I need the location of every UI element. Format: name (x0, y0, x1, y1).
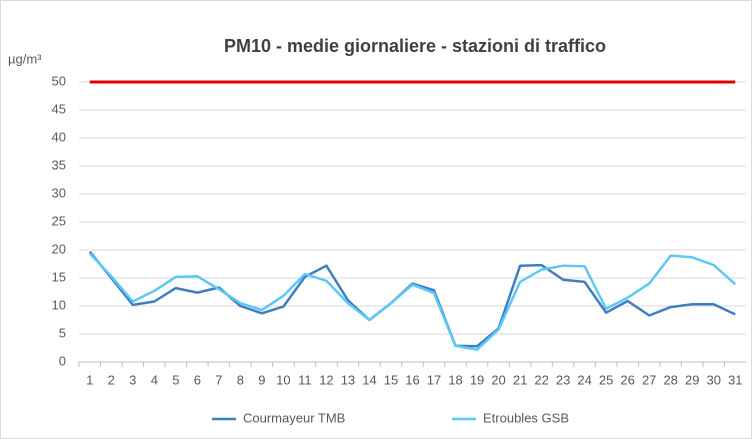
x-tick-label: 10 (276, 372, 290, 387)
y-axis-label: µg/m³ (8, 51, 42, 66)
x-tick-label: 30 (706, 372, 720, 387)
x-tick-label: 22 (534, 372, 548, 387)
x-tick-label: 8 (237, 372, 244, 387)
x-tick-label: 5 (172, 372, 179, 387)
y-tick-label: 50 (52, 73, 66, 88)
y-tick-label: 40 (52, 129, 66, 144)
x-tick-label: 27 (642, 372, 656, 387)
x-tick-label: 6 (194, 372, 201, 387)
x-tick-label: 21 (513, 372, 527, 387)
x-tick-label: 7 (215, 372, 222, 387)
legend-label: Etroubles GSB (483, 410, 569, 425)
x-tick-label: 12 (319, 372, 333, 387)
x-tick-label: 1 (86, 372, 93, 387)
y-tick-label: 30 (52, 185, 66, 200)
x-tick-label: 20 (491, 372, 505, 387)
y-tick-label: 0 (59, 353, 66, 368)
x-tick-label: 3 (129, 372, 136, 387)
x-tick-label: 26 (620, 372, 634, 387)
legend-label: Courmayeur TMB (243, 410, 345, 425)
chart-title: PM10 - medie giornaliere - stazioni di t… (224, 36, 606, 56)
x-tick-label: 4 (151, 372, 158, 387)
y-tick-label: 15 (52, 269, 66, 284)
x-tick-label: 9 (258, 372, 265, 387)
y-tick-label: 10 (52, 297, 66, 312)
y-tick-label: 45 (52, 101, 66, 116)
x-tick-label: 2 (108, 372, 115, 387)
x-tick-label: 19 (470, 372, 484, 387)
y-tick-label: 35 (52, 157, 66, 172)
x-tick-label: 16 (405, 372, 419, 387)
x-tick-label: 15 (384, 372, 398, 387)
x-tick-label: 31 (728, 372, 742, 387)
x-tick-label: 28 (663, 372, 677, 387)
x-tick-label: 25 (599, 372, 613, 387)
series-line (88, 252, 737, 351)
x-tick-label: 23 (556, 372, 570, 387)
y-tick-label: 20 (52, 241, 66, 256)
x-tick-label: 18 (448, 372, 462, 387)
x-tick-label: 24 (577, 372, 591, 387)
x-tick-label: 11 (298, 372, 312, 387)
x-tick-label: 14 (362, 372, 376, 387)
x-tick-label: 13 (341, 372, 355, 387)
y-tick-label: 25 (52, 213, 66, 228)
x-tick-label: 17 (427, 372, 441, 387)
y-tick-label: 5 (59, 325, 66, 340)
x-tick-label: 29 (685, 372, 699, 387)
